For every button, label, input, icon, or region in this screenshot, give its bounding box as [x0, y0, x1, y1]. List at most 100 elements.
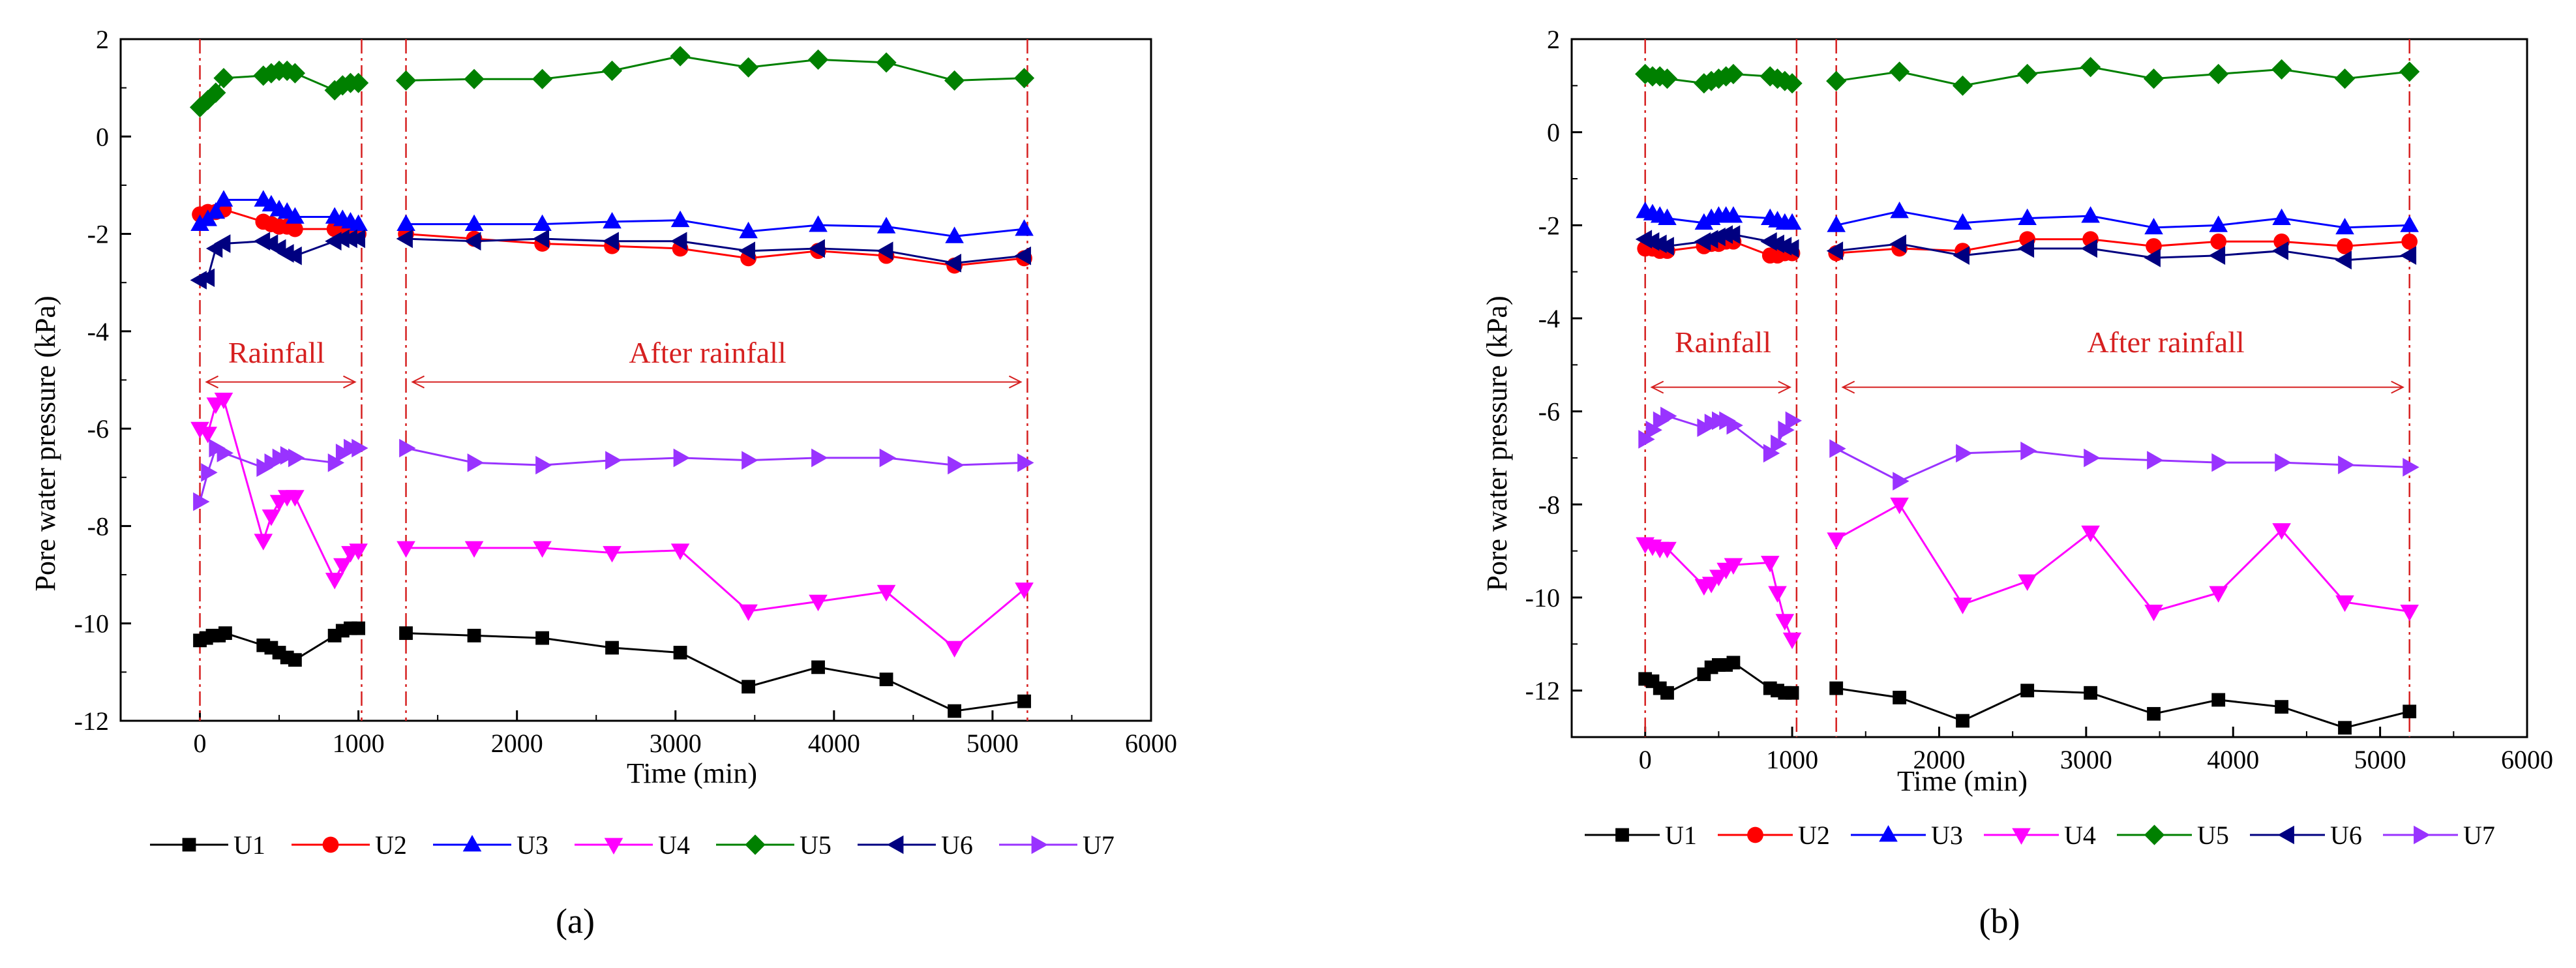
series-u7-point	[2084, 448, 2101, 468]
series-u6-point	[464, 232, 481, 251]
series-u4-point	[286, 490, 305, 507]
series-u3-point	[2335, 217, 2354, 235]
x-tick-label: 2000	[491, 729, 543, 758]
series-u7-point	[741, 451, 758, 470]
rainfall-annotation: Rainfall	[228, 336, 325, 369]
series-u5-point	[2399, 61, 2420, 82]
series-u7-point	[1785, 411, 1803, 431]
series-u6-point	[2399, 246, 2417, 265]
x-tick-label: 0	[194, 729, 207, 758]
series-u3-point	[1953, 213, 1972, 230]
series-u1-point	[467, 628, 481, 643]
series-u4-point	[670, 543, 690, 560]
legend-label: U4	[658, 830, 690, 860]
series-u4-point	[739, 604, 758, 622]
after-rainfall-annotation: After rainfall	[2087, 325, 2244, 359]
series-u4-point	[2400, 605, 2419, 622]
series-u5-point	[1723, 63, 1744, 85]
rainfall-arrow-head-right	[343, 375, 357, 389]
series-u5-point	[2080, 57, 2101, 78]
series-u7-point	[1638, 430, 1655, 449]
series-u7-point	[1771, 434, 1788, 453]
series-u3-point	[2081, 206, 2100, 223]
series-u4-line	[199, 398, 359, 582]
series-u3-point	[214, 190, 233, 207]
series-u5-point	[348, 72, 369, 93]
series-u1-point	[1829, 681, 1844, 695]
series-u5-point	[324, 80, 345, 100]
series-u4-point	[262, 509, 281, 526]
series-u7-point	[1778, 420, 1795, 440]
legend-marker	[462, 835, 482, 852]
legend-label: U2	[375, 830, 407, 860]
series-u5-point	[738, 57, 759, 78]
series-u2-point	[2337, 238, 2353, 254]
series-u3-point	[1890, 201, 1909, 219]
x-tick-label: 1000	[333, 729, 385, 758]
series-u1-point	[1956, 714, 1969, 728]
series-u6-point	[602, 232, 619, 251]
series-u5-line	[406, 55, 1025, 82]
series-u3-point	[2144, 217, 2163, 235]
series-u7-point	[1017, 453, 1034, 472]
series-u3-point	[1724, 206, 1743, 223]
x-tick-label: 4000	[808, 729, 860, 758]
series-u3-point	[2018, 208, 2037, 226]
series-u1-point	[2084, 686, 2098, 700]
series-u5-point	[1013, 68, 1035, 89]
series-u6-point	[2144, 248, 2161, 267]
series-u5-point	[601, 60, 623, 82]
series-u4-line	[1835, 503, 2410, 613]
series-u6-point	[285, 246, 302, 265]
series-u1-point	[2275, 700, 2289, 714]
series-u7-point	[399, 438, 416, 458]
panel-a: 0 1000 2000 3000 4000 5000 6000 2 0 -2 -4 -6 -8 -10 -1…	[29, 25, 1177, 941]
series-u7-point	[193, 492, 210, 511]
series-u2-point	[2401, 233, 2418, 250]
series-u3-point	[349, 214, 368, 232]
series-u1-point	[811, 660, 825, 674]
x-tick-label: 5000	[966, 729, 1019, 758]
legend-marker	[322, 836, 339, 853]
series-u6-point	[1014, 246, 1031, 265]
series-u1-point	[2211, 693, 2226, 707]
series-u5-point	[532, 68, 553, 89]
series-u5-point	[876, 52, 897, 73]
after-rainfall-annotation: After rainfall	[629, 336, 786, 369]
y-tick-label: -8	[87, 511, 109, 541]
series-u1-point	[352, 621, 366, 635]
after-rainfall-arrow-head-right	[2391, 380, 2404, 394]
series-u1-point	[399, 626, 413, 641]
series-u4-point	[2018, 574, 2037, 591]
series-u3-point	[2209, 215, 2228, 232]
series-u3-point	[2400, 215, 2419, 232]
series-u7-point	[1645, 420, 1662, 440]
x-axis-title: Time (min)	[627, 757, 757, 789]
series-u1-point	[605, 641, 619, 655]
panel-label: (b)	[1979, 901, 2020, 941]
series-u6-point	[876, 241, 893, 260]
series-u3-point	[739, 221, 758, 239]
y-tick-label: -12	[1525, 676, 1560, 706]
series-u4-point	[603, 546, 622, 563]
series-u5-point	[464, 68, 485, 89]
series-u7-point	[1726, 416, 1743, 435]
y-tick-label: -2	[87, 220, 109, 249]
series-u1-point	[948, 704, 961, 718]
series-u6-line	[1836, 243, 2410, 262]
y-tick-label: 0	[96, 122, 109, 151]
series-u5-point	[1782, 73, 1803, 94]
series-u7-point	[352, 438, 368, 458]
legend-marker	[1879, 825, 1898, 842]
y-tick-label: -10	[74, 609, 109, 639]
series-u7-point	[1893, 472, 1910, 491]
series-u6-point	[2271, 241, 2289, 260]
series-u5-point	[2143, 68, 2164, 89]
series-u3-point	[603, 211, 622, 229]
series-u5-point	[395, 70, 417, 91]
series-u1-point	[2403, 704, 2417, 719]
y-tick-label: -4	[1538, 304, 1560, 333]
y-tick-label: 0	[1547, 118, 1560, 147]
series-u4-point	[464, 541, 484, 558]
series-u1-point	[2338, 721, 2352, 735]
